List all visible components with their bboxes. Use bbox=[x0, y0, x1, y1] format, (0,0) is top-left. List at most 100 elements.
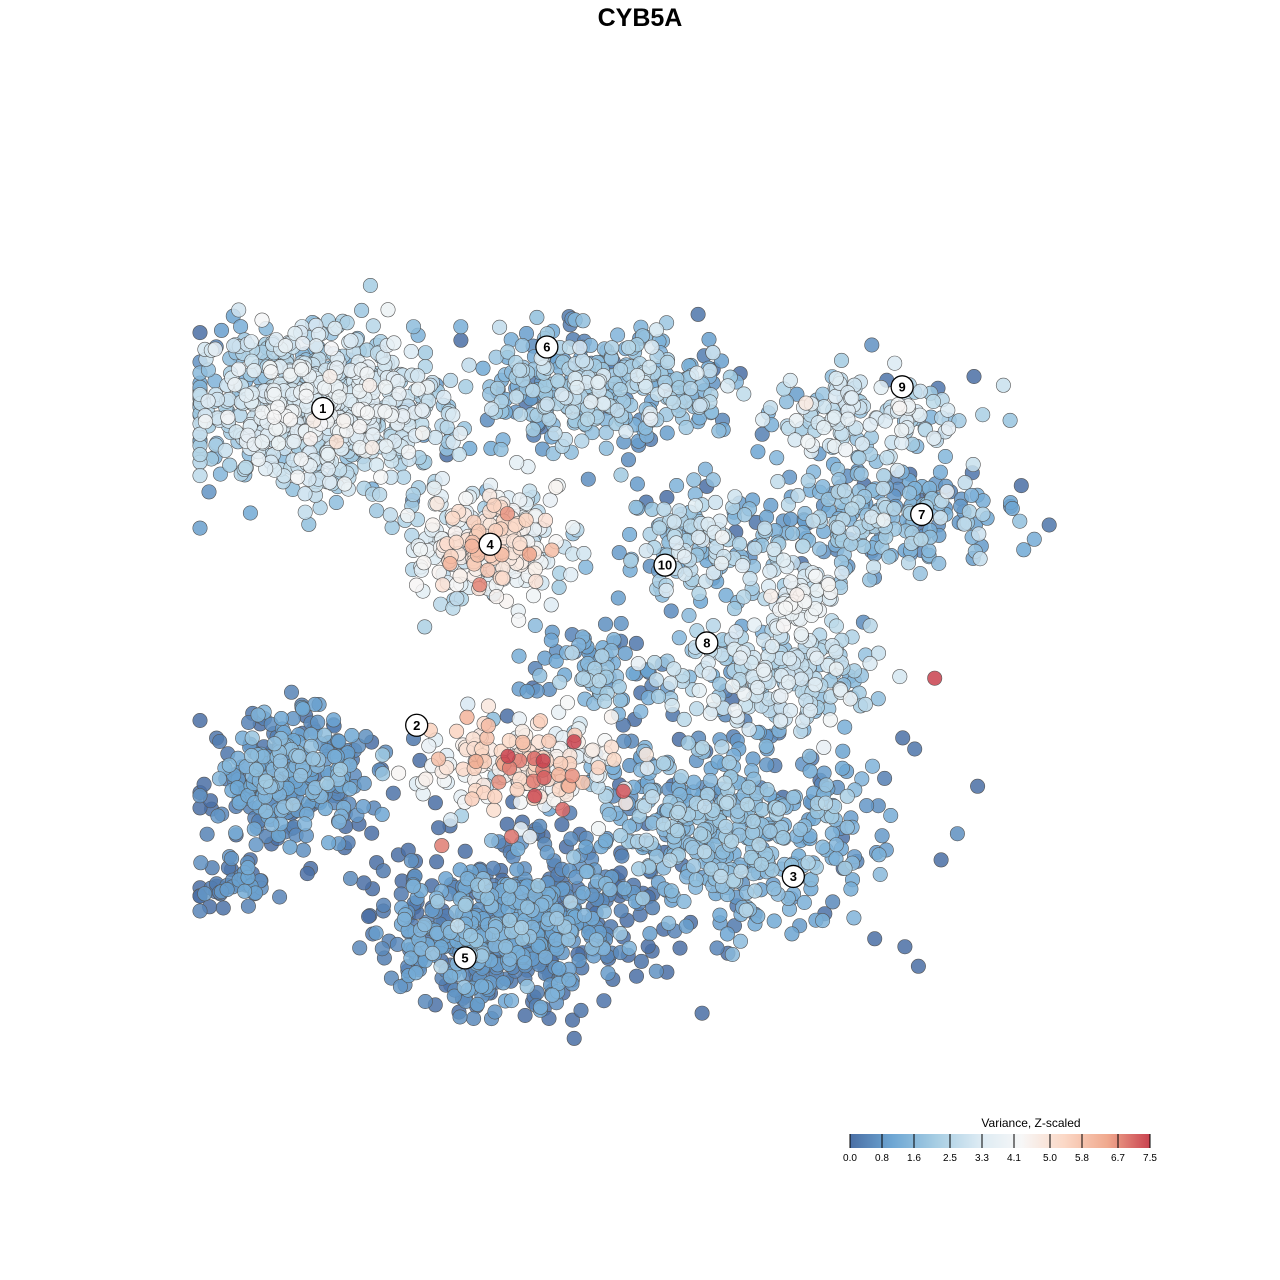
cell-point bbox=[657, 382, 673, 398]
cell-point bbox=[705, 618, 721, 634]
cell-point bbox=[736, 686, 752, 702]
cluster-label-badge bbox=[311, 396, 335, 421]
cell-point bbox=[787, 432, 803, 448]
cell-point bbox=[783, 574, 799, 590]
cell-point bbox=[574, 433, 590, 449]
cell-point bbox=[295, 701, 311, 717]
cell-point bbox=[762, 823, 778, 839]
cell-point bbox=[237, 883, 253, 899]
cell-point bbox=[320, 446, 336, 462]
cell-point bbox=[614, 848, 630, 864]
cell-point bbox=[691, 682, 707, 698]
cell-point bbox=[870, 691, 886, 707]
cell-point bbox=[559, 695, 575, 711]
cell-point bbox=[475, 360, 491, 376]
cell-point bbox=[514, 337, 530, 353]
cell-point bbox=[469, 996, 485, 1012]
cell-point bbox=[957, 475, 973, 491]
cell-point bbox=[575, 774, 591, 790]
cell-point bbox=[484, 832, 500, 848]
cell-point bbox=[320, 461, 336, 477]
cell-point bbox=[669, 477, 685, 493]
cell-point bbox=[435, 577, 451, 593]
cell-point bbox=[207, 341, 223, 357]
cell-point bbox=[816, 739, 832, 755]
cell-point bbox=[846, 910, 862, 926]
cell-point bbox=[933, 510, 949, 526]
cell-point bbox=[273, 767, 289, 783]
cell-point bbox=[629, 476, 645, 492]
cell-point bbox=[588, 932, 604, 948]
cell-point bbox=[305, 751, 321, 767]
cell-point bbox=[662, 852, 678, 868]
cell-point bbox=[575, 885, 591, 901]
cell-point bbox=[753, 856, 769, 872]
cell-point bbox=[295, 842, 311, 858]
cell-point bbox=[290, 469, 306, 485]
cell-point bbox=[480, 562, 496, 578]
cell-point bbox=[702, 705, 718, 721]
cell-point bbox=[266, 409, 282, 425]
cell-point bbox=[872, 866, 888, 882]
cell-point bbox=[894, 422, 910, 438]
cell-point bbox=[640, 938, 656, 954]
cell-point bbox=[780, 497, 796, 513]
cell-point bbox=[466, 1010, 482, 1026]
cell-point bbox=[600, 965, 616, 981]
cell-point bbox=[416, 555, 432, 571]
cell-point bbox=[421, 738, 437, 754]
cell-point bbox=[678, 419, 694, 435]
cell-point bbox=[732, 650, 748, 666]
cell-point bbox=[358, 728, 374, 744]
cell-point bbox=[616, 733, 632, 749]
cell-point bbox=[231, 361, 247, 377]
cell-point bbox=[687, 498, 703, 514]
cell-point bbox=[864, 758, 880, 774]
cell-point bbox=[384, 519, 400, 535]
cell-point bbox=[192, 520, 208, 536]
cell-point bbox=[238, 459, 254, 475]
cell-point bbox=[822, 712, 838, 728]
cluster-label-1: 1 bbox=[311, 396, 335, 421]
cell-point bbox=[434, 838, 450, 854]
legend-tick-label: 7.5 bbox=[1143, 1153, 1157, 1164]
cell-point bbox=[233, 319, 249, 335]
cell-point bbox=[356, 775, 372, 791]
cell-point bbox=[870, 645, 886, 661]
cell-point bbox=[342, 781, 358, 797]
cell-point bbox=[364, 440, 380, 456]
cell-point bbox=[525, 422, 541, 438]
legend-tick-label: 2.5 bbox=[943, 1153, 957, 1164]
cell-point bbox=[430, 751, 446, 767]
cell-point bbox=[655, 816, 671, 832]
cell-point bbox=[639, 760, 655, 776]
cell-point bbox=[550, 373, 566, 389]
cell-point bbox=[840, 411, 856, 427]
cell-point bbox=[425, 517, 441, 533]
cell-point bbox=[530, 938, 546, 954]
cell-point bbox=[221, 757, 237, 773]
cell-point bbox=[755, 412, 771, 428]
cell-point bbox=[291, 748, 307, 764]
cell-point bbox=[297, 486, 313, 502]
cell-point bbox=[282, 839, 298, 855]
cell-point bbox=[491, 774, 507, 790]
cell-point bbox=[560, 931, 576, 947]
cell-point bbox=[818, 777, 834, 793]
cell-point bbox=[712, 676, 728, 692]
cell-point bbox=[452, 425, 468, 441]
cluster-label-text: 7 bbox=[918, 507, 925, 522]
cell-point bbox=[405, 487, 421, 503]
legend-title: Variance, Z-scaled bbox=[981, 1116, 1080, 1130]
cell-point bbox=[374, 806, 390, 822]
cell-point bbox=[458, 491, 474, 507]
cell-point bbox=[857, 696, 873, 712]
cell-point bbox=[224, 851, 240, 867]
cell-point bbox=[493, 441, 509, 457]
cell-point bbox=[975, 506, 991, 522]
cell-point bbox=[323, 341, 339, 357]
cell-point bbox=[519, 899, 535, 915]
cell-point bbox=[551, 579, 567, 595]
cell-point bbox=[778, 394, 794, 410]
cell-point bbox=[408, 965, 424, 981]
